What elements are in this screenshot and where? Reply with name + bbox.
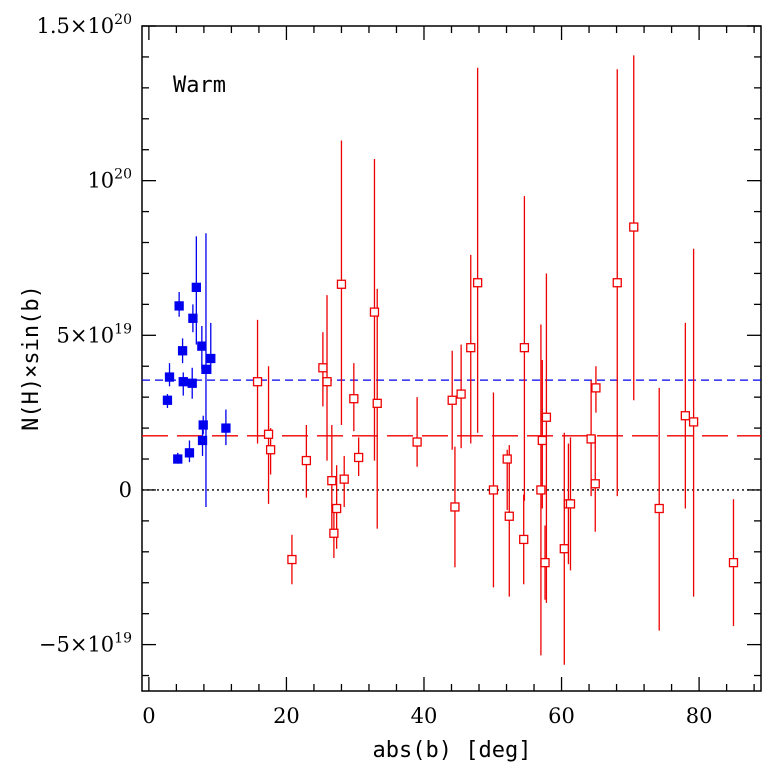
x-tick-label: 80 bbox=[686, 704, 713, 728]
data-point-red bbox=[488, 485, 499, 495]
data-point-blue bbox=[178, 377, 188, 387]
data-point-red bbox=[447, 395, 457, 405]
error-bars bbox=[166, 55, 735, 665]
data-point-red bbox=[466, 343, 476, 353]
y-tick-label: 1020 bbox=[87, 167, 132, 193]
y-axis-title: N(H)×sin(b) bbox=[19, 285, 44, 431]
data-point-blue bbox=[221, 423, 231, 433]
data-point-red bbox=[540, 557, 550, 568]
data-point-red bbox=[504, 511, 514, 521]
data-point-red bbox=[456, 389, 466, 399]
y-tick-label: 0 bbox=[119, 478, 132, 502]
data-point-blue bbox=[177, 346, 188, 356]
data-point-red bbox=[336, 279, 347, 289]
data-point-red bbox=[287, 554, 297, 565]
data-point-blue bbox=[201, 364, 211, 374]
data-point-red bbox=[629, 222, 639, 232]
data-point-red bbox=[591, 383, 601, 393]
data-point-red bbox=[327, 476, 337, 486]
x-tick-label: 20 bbox=[273, 704, 300, 728]
data-point-red bbox=[252, 377, 263, 387]
data-point-red bbox=[559, 544, 569, 554]
plot-frame bbox=[141, 25, 762, 692]
data-point-red bbox=[450, 502, 460, 512]
data-point-red bbox=[536, 485, 546, 495]
annotation-warm: Warm bbox=[173, 73, 226, 98]
data-point-red bbox=[331, 503, 342, 514]
data-point-red bbox=[263, 429, 274, 439]
data-point-blue bbox=[188, 313, 198, 323]
data-point-red bbox=[369, 307, 380, 317]
data-point-red bbox=[353, 452, 364, 463]
data-point-red bbox=[654, 503, 664, 514]
data-point-red bbox=[688, 417, 699, 427]
data-point-red bbox=[565, 499, 576, 509]
data-point-blue bbox=[174, 301, 184, 311]
data-point-red bbox=[349, 394, 359, 404]
data-markers bbox=[162, 222, 739, 568]
data-point-red bbox=[586, 434, 596, 444]
data-point-red bbox=[541, 412, 552, 422]
data-point-red bbox=[265, 445, 276, 455]
data-point-blue bbox=[162, 395, 173, 405]
data-point-blue bbox=[187, 378, 197, 388]
data-point-red bbox=[519, 534, 529, 545]
data-point-red bbox=[590, 479, 600, 489]
data-point-blue bbox=[191, 282, 201, 293]
data-point-red bbox=[322, 377, 332, 387]
data-point-red bbox=[301, 455, 312, 466]
reference-lines bbox=[142, 379, 761, 491]
axis-ticks bbox=[142, 25, 761, 691]
data-point-blue bbox=[184, 448, 195, 458]
data-point-red bbox=[612, 278, 622, 288]
data-point-red bbox=[472, 278, 483, 288]
data-point-red bbox=[680, 411, 690, 421]
data-point-blue bbox=[206, 353, 216, 364]
x-axis-title: abs(b) [deg] bbox=[373, 738, 532, 763]
data-point-red bbox=[728, 557, 739, 568]
data-point-blue bbox=[197, 435, 208, 446]
data-point-red bbox=[318, 363, 328, 373]
data-point-blue bbox=[173, 454, 183, 464]
y-tick-label: 1.5×1020 bbox=[36, 12, 132, 38]
data-point-red bbox=[519, 343, 530, 353]
data-point-blue bbox=[198, 420, 208, 430]
data-point-red bbox=[502, 454, 512, 464]
data-point-red bbox=[412, 437, 422, 447]
data-point-blue bbox=[197, 341, 207, 351]
data-point-red bbox=[339, 474, 349, 484]
x-tick-label: 60 bbox=[548, 704, 575, 728]
y-tick-label: −5×1019 bbox=[39, 631, 132, 657]
data-point-blue bbox=[164, 372, 175, 382]
y-tick-label: 5×1019 bbox=[56, 321, 132, 347]
x-tick-label: 40 bbox=[411, 704, 438, 728]
data-point-red bbox=[372, 398, 382, 408]
data-point-red bbox=[329, 528, 339, 538]
tick-labels: 0 20 40 60 80 −5×1019 0 5×1019 1020 1.5×1020 bbox=[36, 12, 712, 728]
data-point-red bbox=[537, 435, 547, 446]
x-tick-label: 0 bbox=[142, 704, 155, 728]
